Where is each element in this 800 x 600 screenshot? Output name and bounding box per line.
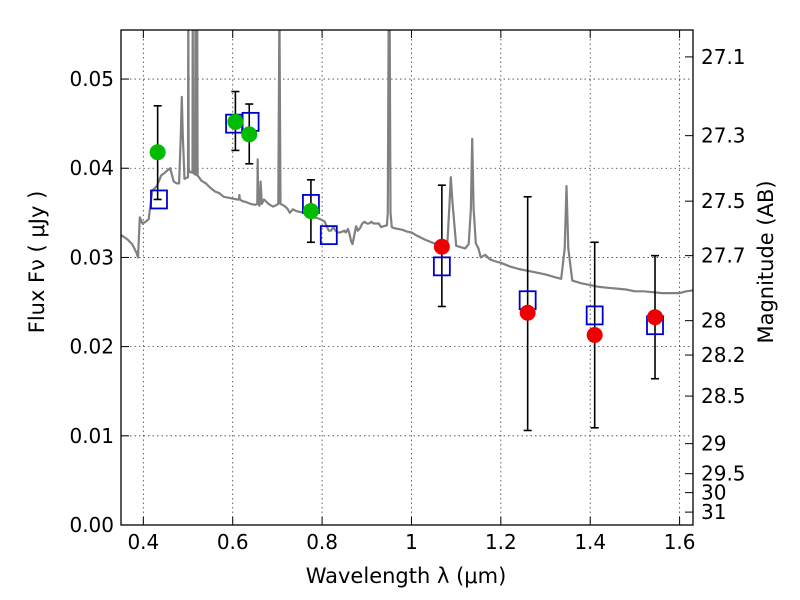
data-point [586,327,603,344]
data-point [241,126,258,143]
data-point [302,203,319,220]
x-tick-label: 0.8 [306,530,338,554]
data-markers [149,111,664,344]
grid [121,30,693,526]
data-point [647,309,664,326]
y2-axis-label: Magnitude (AB) [754,180,778,343]
x-tick-label: 1.6 [664,530,696,554]
y-tick-label: 0.00 [69,513,114,537]
y-tick-label: 0.03 [69,245,114,269]
mag-tick-label: 28.2 [701,343,746,367]
x-tick-label: 1.2 [485,530,517,554]
mag-tick-label: 27.3 [701,124,746,148]
data-point [149,144,166,161]
model-spectrum-line [121,30,693,295]
error-bars [153,90,660,432]
ticks: 0.4 0.6 0.8 1 1.2 1.4 1.6 0.00 0.01 0.02 0.03 0.04 0… [69,30,746,554]
model-square-marker [432,256,451,277]
model-square-marker [319,225,338,246]
x-axis-label: Wavelength λ (μm) [306,564,507,588]
y-tick-label: 0.01 [69,424,114,448]
data-point [519,304,536,321]
y-tick-label: 0.04 [69,156,114,180]
model-square-marker [150,189,168,210]
y-tick-label: 0.05 [69,67,114,91]
mag-tick-label: 29 [701,432,726,456]
mag-tick-label: 28.5 [701,384,746,408]
mag-tick-label: 27.7 [701,244,746,268]
data-point [227,113,244,130]
plot-frame [120,29,694,526]
x-tick-label: 1 [405,530,418,554]
mag-tick-label: 29.5 [701,462,746,486]
x-tick-label: 0.6 [217,530,249,554]
data-point [433,238,450,255]
mag-tick-label: 31 [701,500,726,524]
x-tick-label: 1.4 [574,530,606,554]
mag-tick-label: 30 [701,481,726,505]
y-tick-label: 0.02 [69,335,114,359]
y-axis-label: Flux Fν ( μJy ) [25,191,49,334]
model-square-marker [585,305,604,326]
mag-tick-label: 27.1 [701,45,746,69]
mag-tick-label: 28 [701,309,726,333]
mag-tick-label: 27.5 [701,189,746,213]
x-tick-label: 0.4 [127,530,159,554]
